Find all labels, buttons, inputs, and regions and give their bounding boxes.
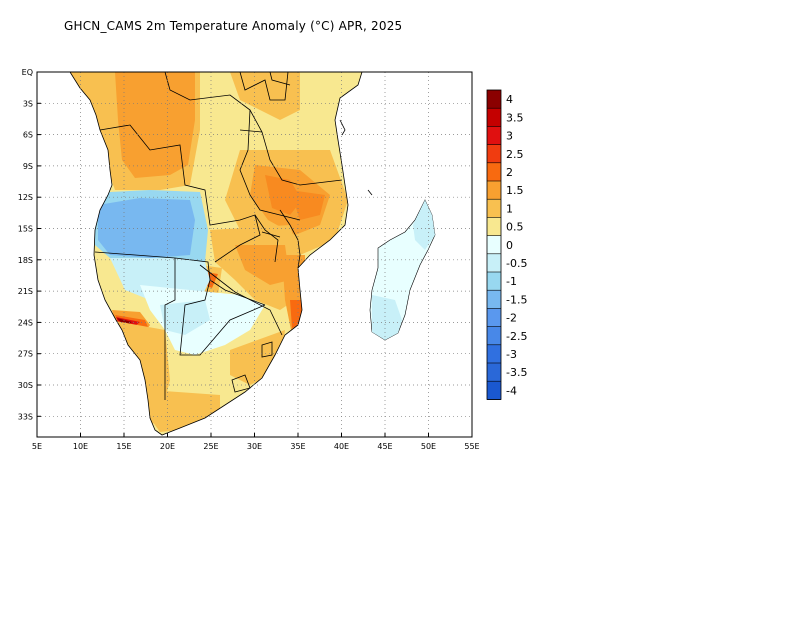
- lat-tick-label: 9S: [23, 162, 33, 171]
- colorbar-label: 3.5: [506, 111, 524, 124]
- colorbar-swatch: [487, 381, 501, 400]
- colorbar-swatch: [487, 326, 501, 346]
- colorbar-label: 4: [506, 93, 513, 106]
- lon-axis: 5E 10E 15E 20E 25E 30E 35E 40E 45E 50E 55E: [32, 433, 480, 451]
- lat-tick-label: 21S: [18, 287, 33, 296]
- colorbar-swatch: [487, 272, 501, 291]
- lon-tick-label: 30E: [247, 442, 262, 451]
- colorbar-swatch: [487, 253, 501, 273]
- colorbar-label: -2.5: [506, 330, 527, 343]
- colorbar-label: -4: [506, 384, 517, 397]
- lon-tick-label: 40E: [334, 442, 349, 451]
- colorbar-label: 3: [506, 130, 513, 143]
- colorbar-legend: 4 3.5 3 2.5 2 1.5 1 0.5 0 -0.5 -1 -1.5 -2 -2.5 -3 -3.5 -…: [486, 89, 527, 400]
- map-graticule: [37, 72, 472, 437]
- colorbar-label: 0.5: [506, 221, 524, 234]
- lat-axis: EQ 3S 6S 9S 12S 15S 18S 21S 24S 27S 30S 33S: [18, 68, 41, 421]
- colorbar-label: -3.5: [506, 366, 527, 379]
- colorbar-swatch: [487, 235, 501, 255]
- country-borders: [69, 72, 373, 436]
- colorbar-label: -2: [506, 312, 517, 325]
- colorbar-swatch: [487, 199, 501, 218]
- colorbar-label: -1.5: [506, 293, 527, 306]
- lon-tick-label: 50E: [421, 442, 436, 451]
- colorbar-swatch: [487, 217, 501, 237]
- lon-tick-label: 35E: [290, 442, 305, 451]
- colorbar-swatch: [487, 290, 501, 309]
- lat-tick-label: 15S: [18, 225, 33, 234]
- lat-tick-label: 24S: [18, 318, 33, 327]
- colorbar-swatch: [487, 344, 501, 364]
- lat-tick-label: 30S: [18, 381, 33, 390]
- lon-tick-label: 10E: [73, 442, 88, 451]
- madagascar: [369, 199, 436, 341]
- lon-tick-label: 20E: [160, 442, 175, 451]
- lat-tick-label: 27S: [18, 350, 33, 359]
- lat-tick-label: EQ: [22, 68, 33, 77]
- colorbar-swatch: [487, 108, 501, 127]
- colorbar-label: -3: [506, 348, 517, 361]
- colorbar-swatch: [487, 181, 501, 200]
- colorbar-swatch: [487, 126, 501, 146]
- lat-tick-label: 33S: [18, 412, 33, 421]
- colorbar-label: 1: [506, 202, 513, 215]
- colorbar-swatch: [487, 144, 501, 164]
- map-title: GHCN_CAMS 2m Temperature Anomaly (°C) AP…: [64, 19, 403, 33]
- colorbar-label: 2: [506, 166, 513, 179]
- colorbar-swatch: [487, 90, 501, 109]
- colorbar-label: -0.5: [506, 257, 527, 270]
- lon-tick-label: 15E: [116, 442, 131, 451]
- colorbar-swatch: [487, 162, 501, 182]
- lon-tick-label: 5E: [32, 442, 42, 451]
- colorbar-label: 1.5: [506, 184, 524, 197]
- lat-tick-label: 3S: [23, 99, 33, 108]
- lon-tick-label: 55E: [464, 442, 479, 451]
- lat-tick-label: 12S: [18, 193, 33, 202]
- lon-tick-label: 45E: [377, 442, 392, 451]
- colorbar-label: 2.5: [506, 148, 524, 161]
- lon-tick-label: 25E: [203, 442, 218, 451]
- lat-tick-label: 6S: [23, 131, 33, 140]
- lat-tick-label: 18S: [18, 256, 33, 265]
- colorbar-label: 0: [506, 239, 513, 252]
- colorbar-swatch: [487, 308, 501, 328]
- colorbar-swatch: [487, 363, 501, 382]
- colorbar-label: -1: [506, 275, 517, 288]
